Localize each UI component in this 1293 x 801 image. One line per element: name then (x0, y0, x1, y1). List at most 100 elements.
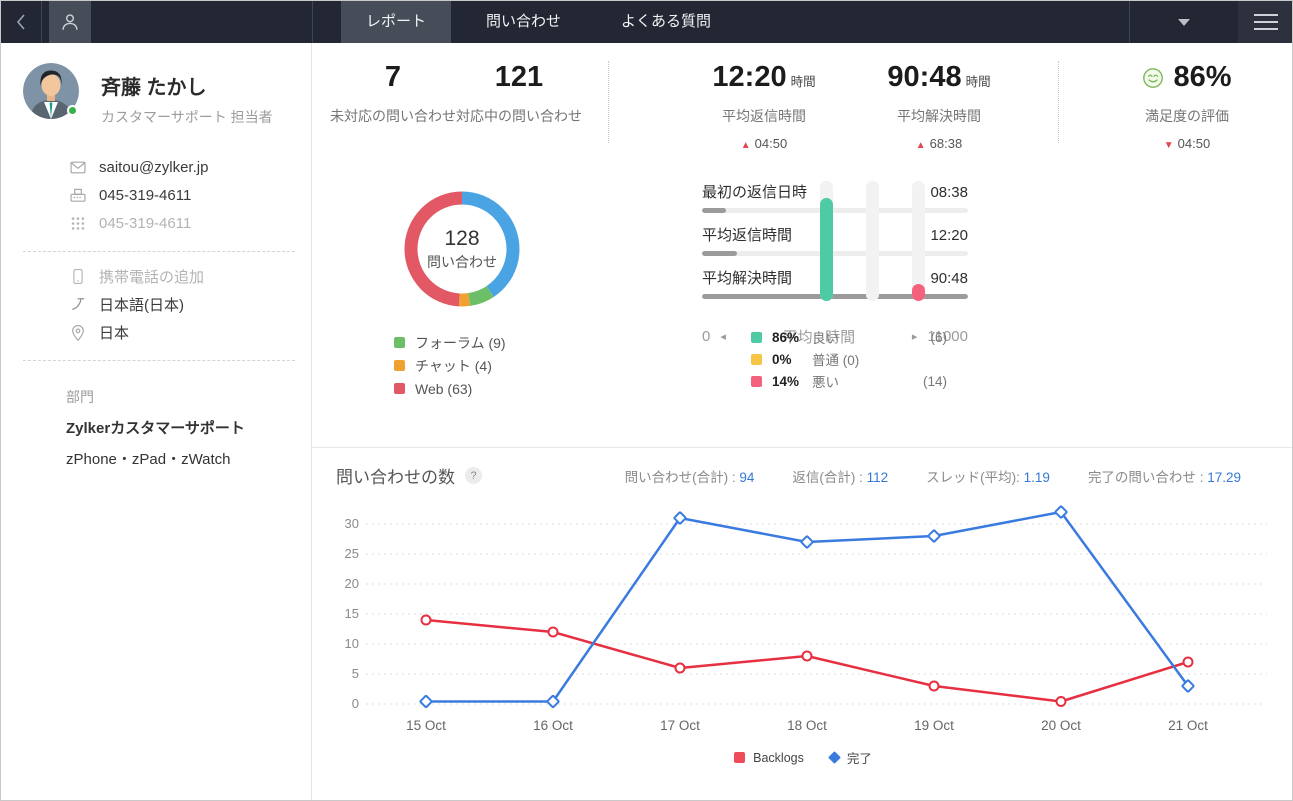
stat-avg-resolution-time: 90:48 時間 平均解決時間 ▲ 68:38 (863, 61, 1015, 151)
data-point[interactable] (1054, 505, 1068, 519)
profile-header: 斉藤 たかし カスタマーサポート 担当者 (23, 63, 297, 127)
setting-row-language[interactable]: 日本語(日本) (69, 290, 297, 318)
stat-avg-response-time: 12:20 時間平均返信時間 ▲ 04:50 (688, 61, 840, 151)
settings-list: 携帯電話の追加日本語(日本) 日本 (69, 262, 297, 346)
data-point[interactable] (1182, 656, 1194, 668)
donut-segment[interactable] (404, 191, 520, 307)
setting-row-add-mobile[interactable]: 携帯電話の追加 (69, 262, 297, 290)
slider-left-arrow-icon[interactable]: ◂ (720, 331, 726, 343)
mobile-icon (73, 268, 83, 284)
y-tick-label: 5 (352, 666, 359, 681)
setting-row-country[interactable]: 日本 (69, 318, 297, 346)
rating-label: 良い (812, 331, 839, 346)
hamburger-menu-button[interactable] (1238, 1, 1292, 43)
metric-value: 08:38 (930, 184, 968, 201)
legend-swatch (394, 383, 405, 394)
data-point[interactable] (1181, 679, 1195, 693)
rating-count: (6) (930, 329, 948, 345)
x-tick-label: 15 Oct (406, 718, 446, 733)
chart-stat: スレッド(平均): 1.19 (926, 469, 1050, 485)
data-point[interactable] (927, 529, 941, 543)
tab-tickets[interactable]: 問い合わせ (486, 13, 562, 30)
donut-segment[interactable] (404, 191, 520, 307)
contact-row-extension[interactable]: 045-319-4611 (69, 209, 297, 237)
divider (23, 360, 295, 361)
data-point[interactable] (800, 535, 814, 549)
legend-item-完了[interactable]: 完了 (827, 748, 872, 767)
data-point[interactable] (928, 680, 940, 692)
contact-row-email[interactable]: saitou@zylker.jp (69, 153, 297, 181)
agent-profile-button[interactable] (49, 1, 91, 43)
legend-swatch (394, 337, 405, 348)
data-point[interactable] (674, 662, 686, 674)
data-point[interactable] (801, 650, 813, 662)
legend-swatch (827, 751, 841, 764)
online-status-dot (67, 105, 78, 116)
tab-reports[interactable]: レポート (341, 1, 452, 43)
setting-language-value: 日本語(日本) (99, 296, 184, 314)
location-icon (72, 324, 84, 341)
stat-value: 7 (384, 61, 402, 93)
contact-row-phone[interactable]: 045-319-4611 (69, 181, 297, 209)
stat-in-progress-tickets: 121 対応中の問い合わせ (444, 61, 594, 126)
department-products: zPhone・zPad・zWatch (66, 451, 231, 468)
y-tick-label: 10 (345, 636, 359, 651)
hamburger-icon (1254, 14, 1278, 16)
time-range-slider: 0 ◂ 平均 : 時間 ▸ 11000 (702, 326, 968, 347)
dropdown-caret-button[interactable] (1129, 1, 1238, 43)
metric-bar (702, 208, 968, 213)
rating-legend-item: 0% 普通 (0) (751, 348, 947, 370)
stat-label: 対応中の問い合わせ (456, 108, 582, 124)
metric-label: 平均返信時間 (702, 227, 793, 244)
slider-min: 0 (702, 328, 711, 345)
time-metrics-widget: 最初の返信日時 08:38 平均返信時間 12:20 平均解決時間 90:48 0 ◂ 平… (702, 183, 968, 347)
metric-label: 最初の返信日時 (702, 184, 808, 201)
stat-value: 86% (1107, 61, 1267, 94)
rating-label: 悪い (812, 375, 839, 390)
donut-legend-item[interactable]: フォーラム (9) (394, 331, 506, 354)
delta-up-icon: ▲ (915, 140, 926, 151)
rating-pct: 86% (772, 329, 800, 345)
stat-delta: ▲ 04:50 (740, 136, 788, 151)
legend-item-Backlogs[interactable]: Backlogs (734, 751, 804, 765)
avatar (23, 63, 79, 119)
data-point[interactable] (420, 614, 432, 626)
rating-bar-fill (912, 284, 925, 301)
donut-legend-item[interactable]: チャット (4) (394, 354, 506, 377)
rating-legend: 86% 良い (6) 0% 普通 (0) 14% 悪い (14) (751, 326, 947, 392)
rating-bar-1 (866, 181, 879, 301)
legend-swatch (751, 353, 762, 365)
data-point[interactable] (419, 694, 433, 709)
slider-right-arrow-icon[interactable]: ▸ (911, 331, 918, 343)
back-button[interactable] (1, 1, 41, 43)
data-point[interactable] (673, 511, 687, 525)
legend-swatch (394, 360, 405, 371)
rating-bar-2 (912, 181, 925, 301)
rating-legend-item: 14% 悪い (14) (751, 370, 947, 392)
tab-faq[interactable]: よくある質問 (621, 13, 712, 30)
data-point[interactable] (547, 626, 559, 638)
donut-legend-item[interactable]: Web (63) (394, 377, 506, 400)
caret-down-icon (1177, 18, 1190, 26)
help-icon[interactable]: ? (465, 467, 482, 484)
contact-sidebar: 斉藤 たかし カスタマーサポート 担当者 saitou@zylker.jp 045… (1, 43, 312, 800)
phone-icon (70, 188, 86, 202)
y-tick-label: 25 (345, 546, 359, 561)
delta-down-icon: ▼ (1163, 140, 1174, 151)
contact-email-value: saitou@zylker.jp (99, 158, 209, 176)
stat-value: 90:48 時間 (887, 61, 991, 93)
stat-label: 平均返信時間 (722, 108, 806, 124)
mail-icon (70, 161, 86, 173)
y-tick-label: 15 (345, 606, 359, 621)
data-point[interactable] (546, 694, 560, 709)
rating-bars (780, 181, 980, 301)
metric-row: 平均解決時間 90:48 (702, 269, 968, 299)
x-tick-label: 20 Oct (1041, 718, 1081, 733)
stat-value: 12:20 時間 (712, 61, 816, 93)
data-point[interactable] (1055, 696, 1067, 707)
donut-center-label: 問い合わせ (427, 254, 497, 270)
dotted-divider (608, 61, 609, 143)
topbar-divider (41, 1, 42, 43)
dotted-divider (1058, 61, 1059, 143)
